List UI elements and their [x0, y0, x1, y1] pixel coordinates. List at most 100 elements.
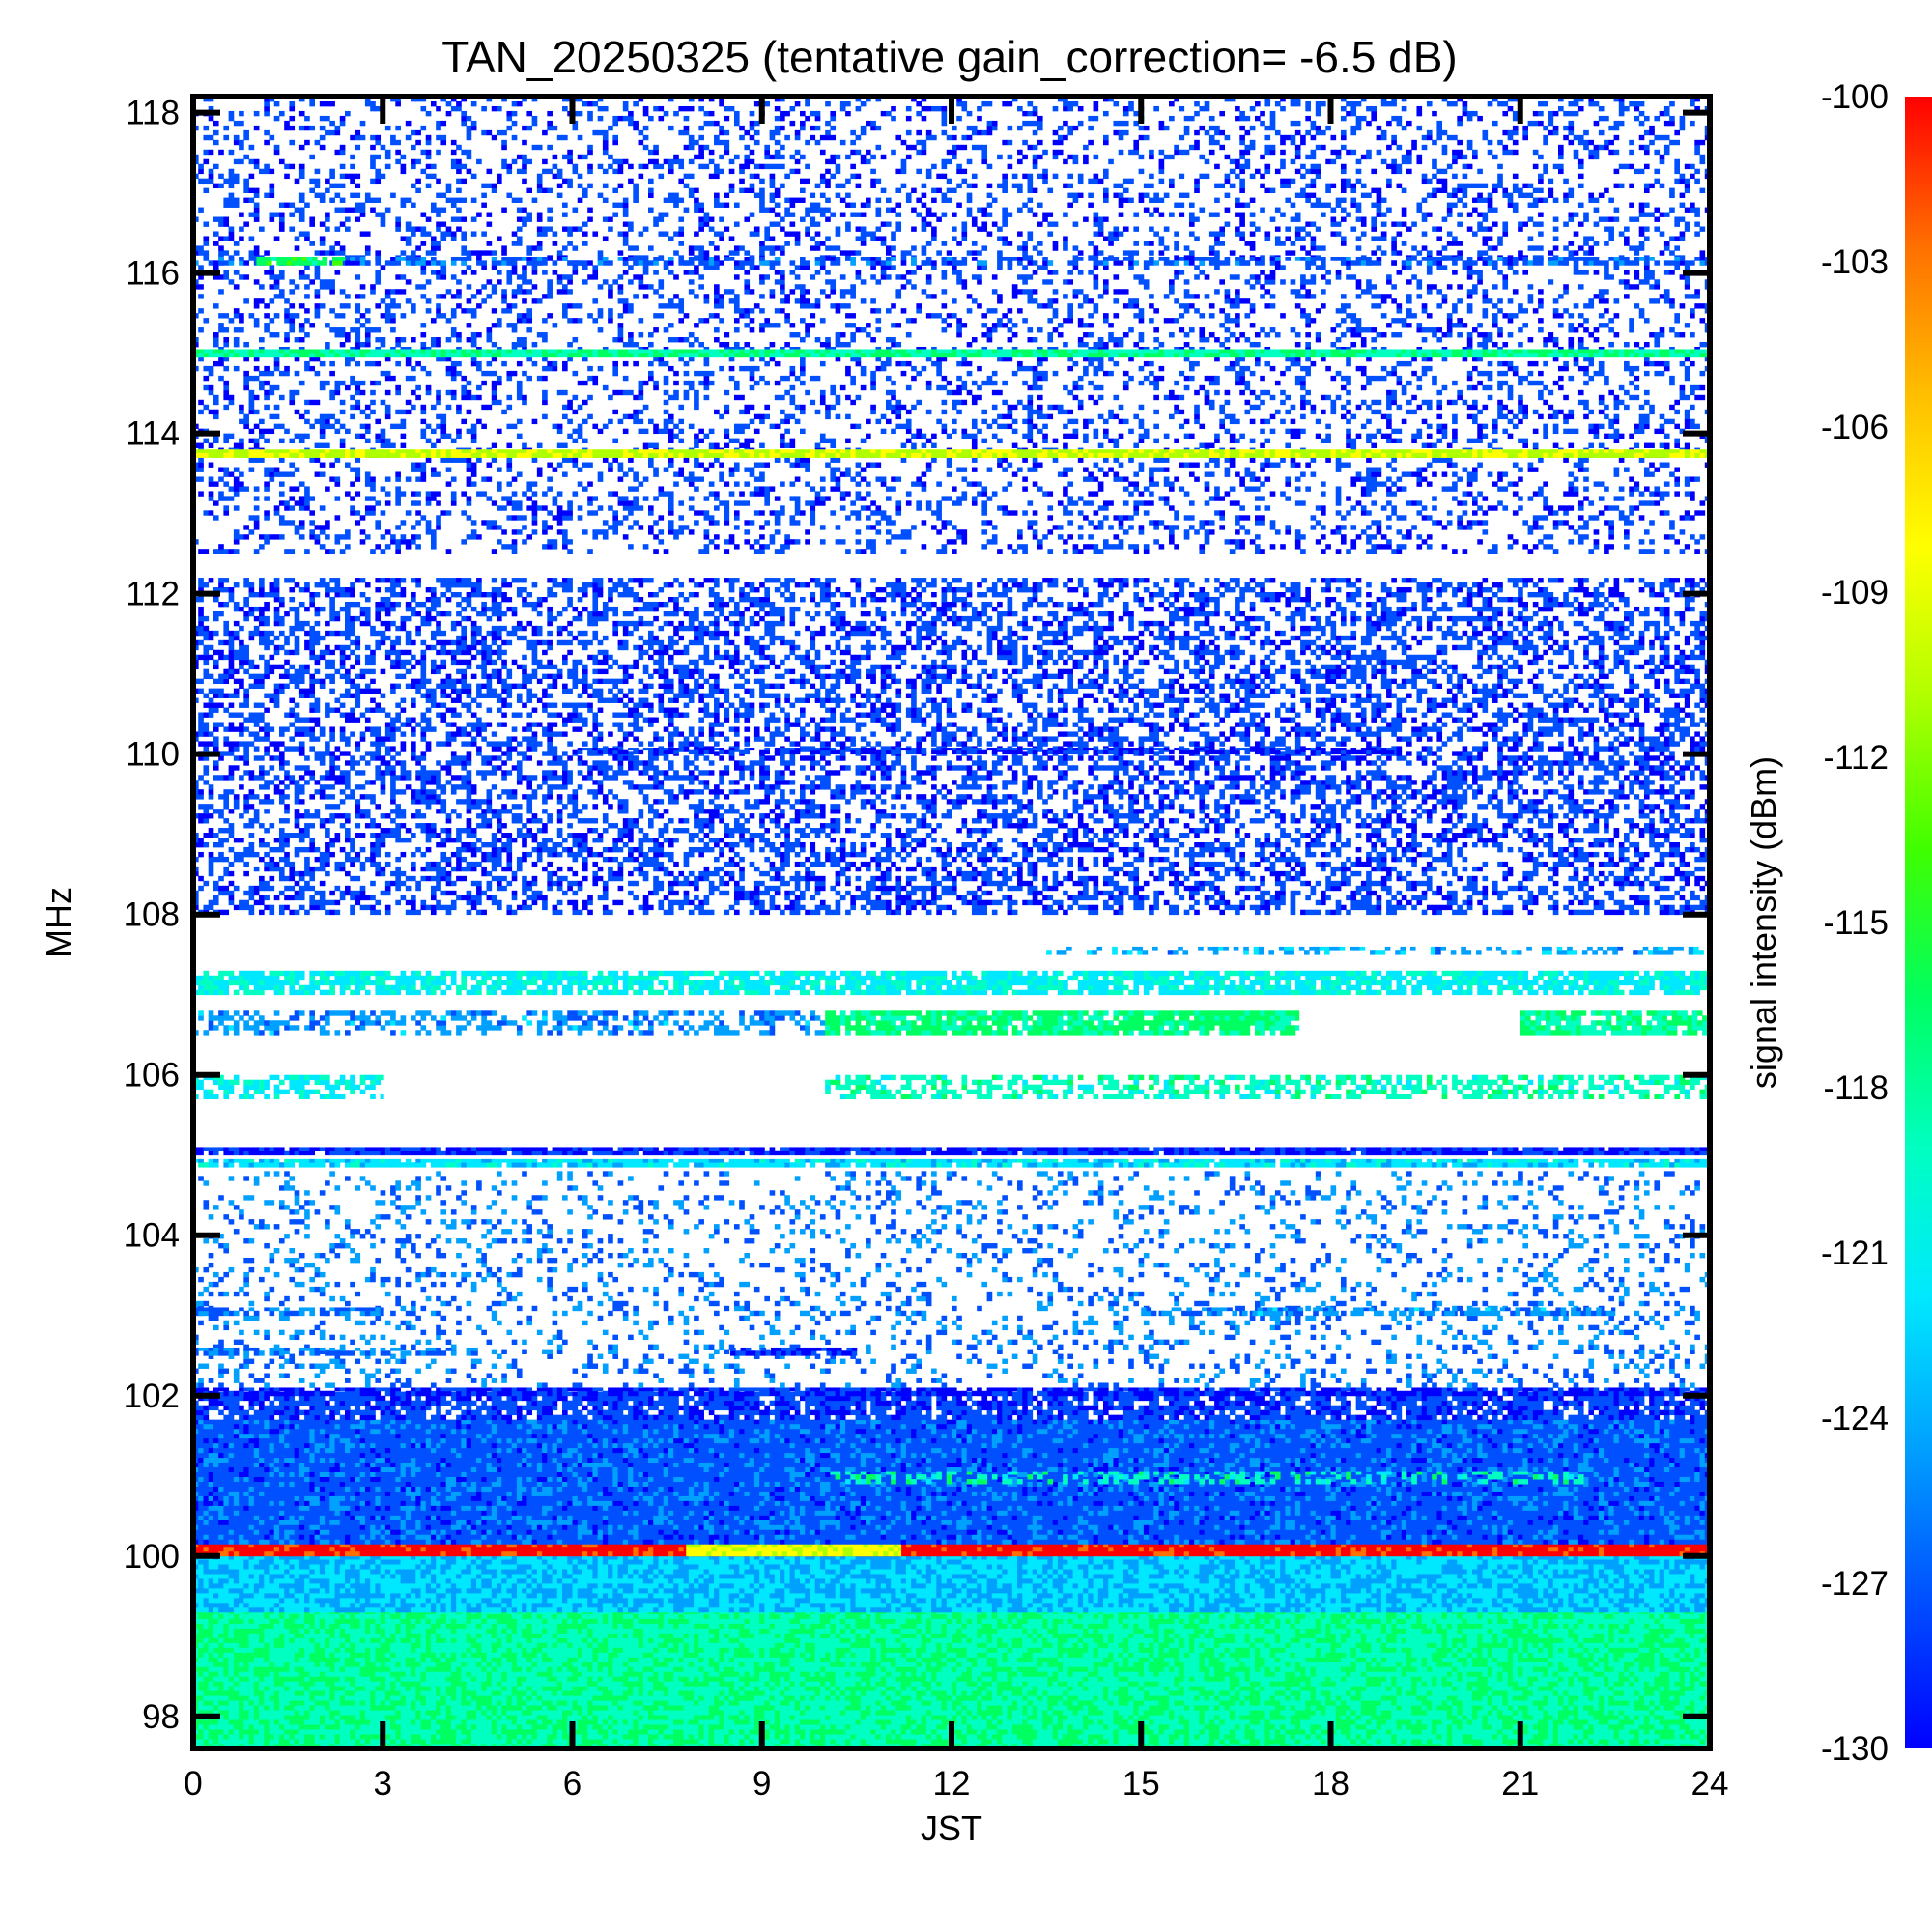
heatmap-cell	[1680, 1700, 1686, 1705]
heatmap-cell	[1194, 1739, 1200, 1744]
heatmap-cell	[223, 1734, 229, 1739]
heatmap-cell	[911, 1734, 917, 1739]
heatmap-cell	[639, 1700, 644, 1705]
heatmap-cell	[1189, 1739, 1195, 1744]
heatmap-cell	[694, 1724, 699, 1729]
heatmap-cell	[304, 1719, 310, 1724]
heatmap-cell	[1508, 1729, 1514, 1734]
heatmap-cell	[678, 1671, 684, 1676]
heatmap-cell	[653, 1690, 659, 1695]
heatmap-cell	[628, 1734, 634, 1739]
heatmap-cell	[876, 1719, 882, 1724]
heatmap-cell	[1690, 1700, 1695, 1705]
heatmap-cell	[1477, 1681, 1483, 1686]
heatmap-cell	[1674, 1734, 1680, 1739]
heatmap-cell	[1264, 1671, 1270, 1676]
heatmap-cell	[506, 1715, 512, 1719]
heatmap-cell	[345, 1724, 351, 1729]
heatmap-cell	[972, 1681, 978, 1686]
heatmap-cell	[992, 1666, 998, 1671]
heatmap-cell	[1179, 1705, 1185, 1710]
heatmap-cell	[1280, 1690, 1286, 1695]
heatmap-cell	[315, 1739, 321, 1744]
heatmap-cell	[810, 1739, 815, 1744]
heatmap-cell	[1492, 1715, 1498, 1719]
heatmap-cell	[542, 1734, 548, 1739]
heatmap-cell	[1225, 1686, 1231, 1690]
heatmap-cell	[471, 1710, 477, 1715]
heatmap-cell	[279, 1681, 285, 1686]
heatmap-cell	[1133, 1681, 1139, 1686]
heatmap-cell	[471, 1666, 477, 1671]
heatmap-cell	[856, 1695, 862, 1700]
heatmap-cell	[1098, 1690, 1104, 1695]
heatmap-cell	[1179, 1719, 1185, 1724]
heatmap-cell	[335, 1734, 341, 1739]
heatmap-cell	[1270, 1705, 1276, 1710]
heatmap-cell	[744, 1681, 750, 1686]
heatmap-cell	[678, 1666, 684, 1671]
heatmap-cell	[415, 1666, 421, 1671]
heatmap-cell	[810, 1681, 815, 1686]
heatmap-cell	[345, 1666, 351, 1671]
heatmap-cell	[1002, 1710, 1008, 1715]
heatmap-cell	[203, 1739, 209, 1744]
heatmap-cell	[1452, 1676, 1458, 1681]
heatmap-cell	[1174, 1666, 1179, 1671]
heatmap-cell	[1361, 1729, 1367, 1734]
heatmap-cell	[1250, 1681, 1256, 1686]
heatmap-cell	[1411, 1729, 1417, 1734]
heatmap-cell	[931, 1686, 937, 1690]
heatmap-cell	[411, 1715, 416, 1719]
heatmap-cell	[810, 1715, 815, 1719]
heatmap-cell	[1037, 1686, 1043, 1690]
heatmap-cell	[911, 1715, 917, 1719]
heatmap-cell	[1674, 1715, 1680, 1719]
heatmap-cell	[1179, 1700, 1185, 1705]
heatmap-cell	[1058, 1739, 1064, 1744]
heatmap-cell	[810, 1734, 815, 1739]
heatmap-cell	[684, 1715, 690, 1719]
heatmap-cell	[476, 1695, 482, 1700]
heatmap-cell	[375, 1724, 381, 1729]
heatmap-cell	[977, 1729, 982, 1734]
heatmap-cell	[284, 1686, 290, 1690]
heatmap-cell	[1008, 1686, 1013, 1690]
heatmap-cell	[653, 1724, 659, 1729]
heatmap-cell	[648, 1710, 654, 1715]
heatmap-cell	[1558, 1705, 1564, 1710]
heatmap-cell	[931, 1705, 937, 1710]
heatmap-cell	[1553, 1734, 1559, 1739]
heatmap-cell	[1508, 1715, 1514, 1719]
heatmap-cell	[1548, 1676, 1554, 1681]
heatmap-cell	[633, 1681, 639, 1686]
heatmap-cell	[895, 1715, 901, 1719]
heatmap-cell	[1377, 1724, 1382, 1729]
heatmap-cell	[234, 1715, 240, 1719]
heatmap-cell	[1619, 1734, 1625, 1739]
heatmap-cell	[1386, 1676, 1392, 1681]
heatmap-cell	[1179, 1695, 1185, 1700]
heatmap-cell	[775, 1739, 781, 1744]
heatmap-cell	[1133, 1671, 1139, 1676]
heatmap-cell	[1488, 1705, 1493, 1710]
heatmap-cell	[714, 1719, 720, 1724]
heatmap-cell	[1416, 1676, 1422, 1681]
heatmap-cell	[395, 1724, 401, 1729]
heatmap-cell	[719, 1676, 724, 1681]
heatmap-cell	[1513, 1695, 1519, 1700]
heatmap-cell	[1563, 1734, 1569, 1739]
heatmap-cell	[1422, 1739, 1428, 1744]
heatmap-cell	[213, 1666, 219, 1671]
heatmap-cell	[1280, 1710, 1286, 1715]
heatmap-cell	[381, 1715, 386, 1719]
heatmap-cell	[1599, 1681, 1605, 1686]
heatmap-cell	[512, 1666, 518, 1671]
heatmap-cell	[1058, 1724, 1064, 1729]
heatmap-cell	[628, 1739, 634, 1744]
heatmap-cell	[1472, 1739, 1478, 1744]
heatmap-cell	[1477, 1710, 1483, 1715]
heatmap-cell	[279, 1715, 285, 1719]
heatmap-cell	[1264, 1729, 1270, 1734]
heatmap-cell	[1654, 1739, 1660, 1744]
